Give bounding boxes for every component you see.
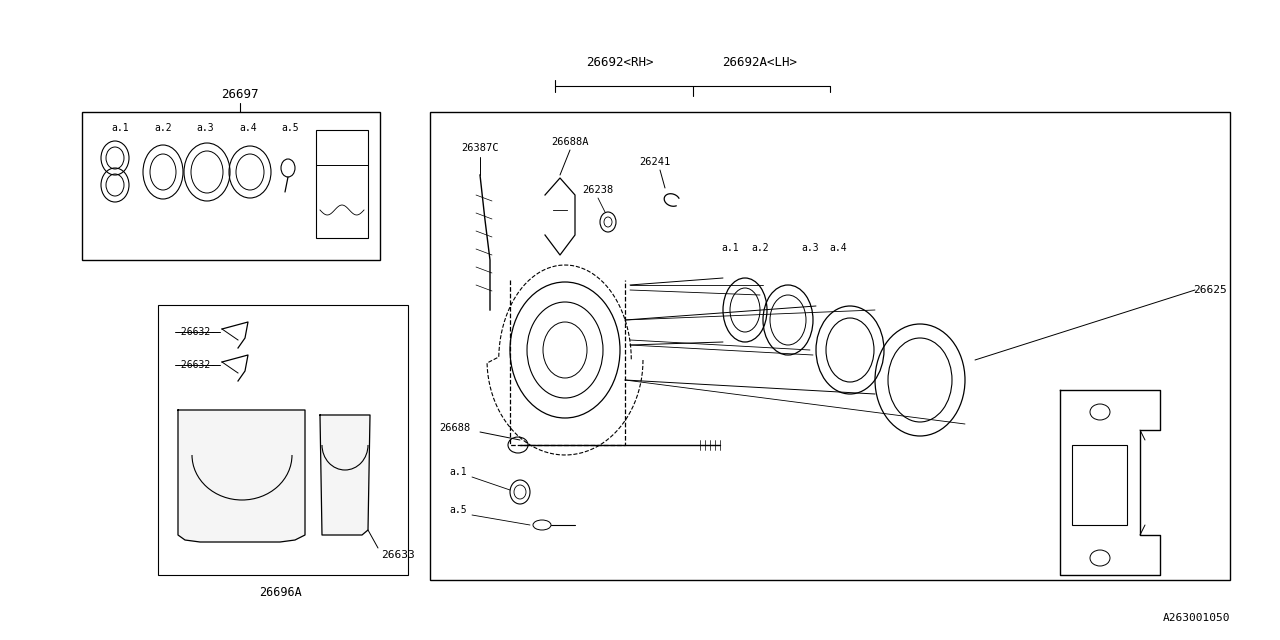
Text: 26387C: 26387C — [461, 143, 499, 153]
Bar — [1073, 445, 1126, 525]
Polygon shape — [178, 410, 305, 542]
Bar — [157, 305, 408, 575]
Bar — [82, 112, 380, 260]
Text: 26238: 26238 — [582, 185, 613, 195]
Text: 26241: 26241 — [640, 157, 671, 167]
Text: a.4: a.4 — [829, 243, 847, 253]
Bar — [430, 112, 1230, 580]
Text: 26696A: 26696A — [259, 586, 301, 598]
Text: -26632-: -26632- — [175, 360, 216, 370]
Text: A263001050: A263001050 — [1162, 613, 1230, 623]
Text: a.1: a.1 — [111, 123, 129, 133]
Text: a.4: a.4 — [239, 123, 257, 133]
Polygon shape — [320, 415, 370, 535]
Text: a.2: a.2 — [154, 123, 172, 133]
Text: 26633: 26633 — [381, 550, 415, 560]
Text: 26688A: 26688A — [552, 137, 589, 147]
Text: a.1: a.1 — [721, 243, 739, 253]
Text: 26688: 26688 — [439, 423, 471, 433]
Text: 26692A<LH>: 26692A<LH> — [722, 56, 797, 68]
Text: 26625: 26625 — [1193, 285, 1226, 295]
Text: a.1: a.1 — [449, 467, 467, 477]
Text: -26632-: -26632- — [175, 327, 216, 337]
Bar — [316, 130, 369, 238]
Text: a.5: a.5 — [282, 123, 298, 133]
Text: 26692<RH>: 26692<RH> — [586, 56, 654, 68]
Text: a.2: a.2 — [751, 243, 769, 253]
Text: a.3: a.3 — [196, 123, 214, 133]
Text: 26697: 26697 — [221, 88, 259, 102]
Text: a.3: a.3 — [801, 243, 819, 253]
Text: a.5: a.5 — [449, 505, 467, 515]
